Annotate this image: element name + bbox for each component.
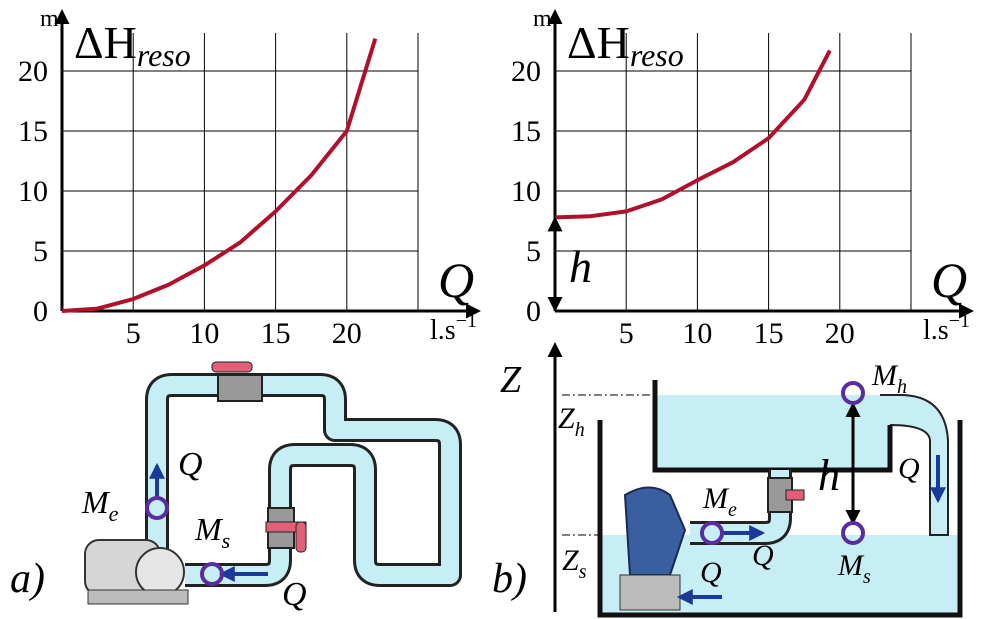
y-axis-label-sub: reso — [630, 37, 684, 73]
diagram-a: a) Q Me Ms Q — [10, 362, 450, 613]
y-unit: m — [533, 6, 552, 32]
x-unit: l.s−1 — [430, 310, 477, 346]
panel-label: b) — [492, 556, 527, 602]
y-axis-label-main: ΔH — [567, 17, 630, 68]
x-tick-label: 15 — [754, 317, 784, 350]
level-label: Zs — [562, 544, 587, 583]
pump-a — [85, 540, 188, 604]
x-tick-label: 5 — [126, 317, 141, 350]
x-axis-label: Q — [438, 252, 474, 308]
y-tick-label: 0 — [33, 295, 48, 328]
y-tick-label: 10 — [511, 175, 541, 208]
x-tick-label: 10 — [189, 317, 219, 350]
y-tick-label: 20 — [18, 55, 48, 88]
y-tick-label: 10 — [18, 175, 48, 208]
x-tick-label: 20 — [332, 317, 362, 350]
point-label: Mh — [871, 359, 907, 398]
level-label: Zh — [558, 402, 585, 441]
y-axis-label-sub: reso — [137, 37, 191, 73]
y-axis-label: ΔHreso — [567, 17, 684, 73]
x-unit-exp: −1 — [949, 310, 970, 332]
curve — [62, 39, 375, 311]
x-tick-label: 5 — [619, 317, 634, 350]
height-label: h — [818, 451, 840, 500]
diagram-b: b) Z Zh Zs Mh Q h Me Q Q Ms — [492, 345, 960, 615]
pump-b — [620, 488, 685, 611]
x-unit-main: l.s — [430, 315, 456, 346]
flow-label: Q — [282, 576, 307, 613]
axis-label: Z — [500, 359, 522, 401]
point-label: Me — [702, 482, 737, 521]
point-label: Me — [81, 484, 119, 526]
x-unit-exp: −1 — [456, 310, 477, 332]
x-tick-label: 20 — [825, 317, 855, 350]
y-tick-label: 15 — [18, 115, 48, 148]
x-unit-main: l.s — [923, 315, 949, 346]
y-tick-label: 5 — [526, 235, 541, 268]
y-axis-label: ΔHreso — [74, 17, 191, 73]
panel-label: a) — [10, 556, 45, 602]
point-label: Ms — [194, 511, 230, 553]
x-axis-label: Q — [931, 252, 967, 308]
x-tick-label: 15 — [261, 317, 291, 350]
flow-label: Q — [752, 539, 774, 572]
flow-label: Q — [700, 556, 722, 589]
curve — [555, 51, 830, 218]
y-axis-label-main: ΔH — [74, 17, 137, 68]
x-tick-label: 10 — [682, 317, 712, 350]
y-tick-label: 0 — [526, 295, 541, 328]
figure: 051015205101520ΔHresomQl.s−1051015205101… — [0, 0, 997, 619]
flow-label: Q — [898, 452, 920, 485]
y-tick-label: 20 — [511, 55, 541, 88]
x-unit: l.s−1 — [923, 310, 970, 346]
y-tick-label: 5 — [33, 235, 48, 268]
flow-label: Q — [178, 446, 203, 483]
y-unit: m — [40, 6, 59, 32]
annotation: h — [569, 241, 592, 292]
y-tick-label: 15 — [511, 115, 541, 148]
